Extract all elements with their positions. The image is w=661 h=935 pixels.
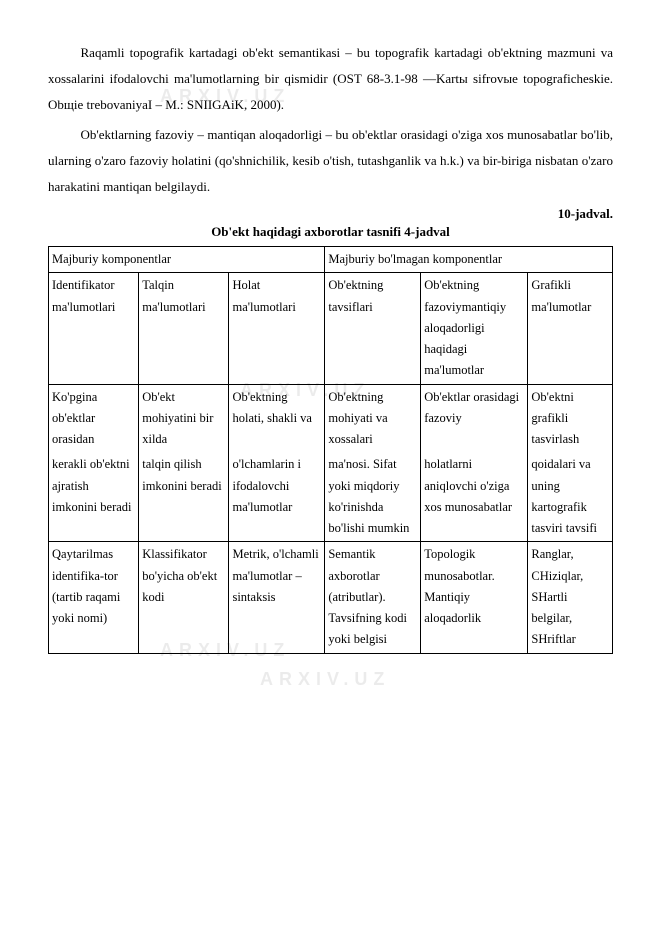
cell: talqin qilish imkonini beradi [139, 452, 229, 542]
cell: Topologik munosabotlar. Mantiqiy aloqado… [421, 542, 528, 653]
table-row: Ko'pgina ob'ektlar orasidan Ob'ekt mohiy… [49, 384, 613, 452]
header-cell-left: Majburiy komponentlar [49, 247, 325, 273]
cell: Ob'ektlar orasidagi fazoviy [421, 384, 528, 452]
cell: Semantik axborotlar (atributlar). Tavsif… [325, 542, 421, 653]
cell: Ob'ektning mohiyati va xossalari [325, 384, 421, 452]
table-row: kerakli ob'ektni ajratish imkonini berad… [49, 452, 613, 542]
cell: Ob'ektning holati, shakli va [229, 384, 325, 452]
table-number-label: 10-jadval. [48, 206, 613, 222]
table-row: Identifikator ma'lumotlari Talqin ma'lum… [49, 273, 613, 384]
cell: Ob'ektning tavsiflari [325, 273, 421, 384]
info-table: Majburiy komponentlar Majburiy bo'lmagan… [48, 246, 613, 654]
paragraph-1: Raqamli topografik kartadagi ob'ekt sema… [48, 40, 613, 118]
table-title: Ob'ekt haqidagi axborotlar tasnifi 4-jad… [48, 224, 613, 240]
cell: qoidalari va uning kartografik tasviri t… [528, 452, 613, 542]
cell: ma'nosi. Sifat yoki miqdoriy ko'rinishda… [325, 452, 421, 542]
header-cell-right: Majburiy bo'lmagan komponentlar [325, 247, 613, 273]
table-row: Qaytarilmas identifika-tor (tartib raqam… [49, 542, 613, 653]
cell: Grafikli ma'lumotlar [528, 273, 613, 384]
cell: Ob'ektni grafikli tasvirlash [528, 384, 613, 452]
watermark: ARXIV.UZ [260, 669, 390, 690]
cell: Talqin ma'lumotlari [139, 273, 229, 384]
cell: o'lchamlarin i ifodalovchi ma'lumotlar [229, 452, 325, 542]
cell: Ob'ektning fazoviymantiqiy aloqadorligi … [421, 273, 528, 384]
cell: Qaytarilmas identifika-tor (tartib raqam… [49, 542, 139, 653]
cell: Ko'pgina ob'ektlar orasidan [49, 384, 139, 452]
cell: holatlarni aniqlovchi o'ziga xos munosab… [421, 452, 528, 542]
cell: Klassifikator bo'yicha ob'ekt kodi [139, 542, 229, 653]
cell: Identifikator ma'lumotlari [49, 273, 139, 384]
cell: Ranglar, CHiziqlar, SHartli belgilar, SH… [528, 542, 613, 653]
paragraph-2: Ob'ektlarning fazoviy – mantiqan aloqado… [48, 122, 613, 200]
cell: kerakli ob'ektni ajratish imkonini berad… [49, 452, 139, 542]
cell: Ob'ekt mohiyatini bir xilda [139, 384, 229, 452]
cell: Holat ma'lumotlari [229, 273, 325, 384]
cell: Metrik, o'lchamli ma'lumotlar – sintaksi… [229, 542, 325, 653]
table-row: Majburiy komponentlar Majburiy bo'lmagan… [49, 247, 613, 273]
